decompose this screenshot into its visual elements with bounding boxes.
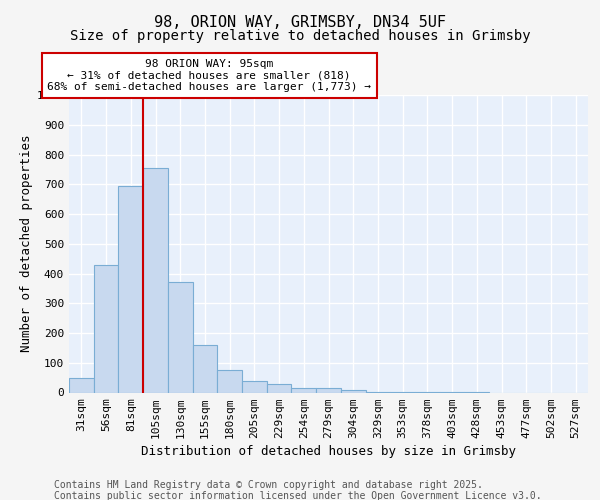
Text: Size of property relative to detached houses in Grimsby: Size of property relative to detached ho… (70, 29, 530, 43)
Bar (217, 370, 242, 392)
Bar (292, 388, 316, 392)
Bar (168, 282, 193, 393)
Bar (94, 264, 118, 392)
Text: Contains HM Land Registry data © Crown copyright and database right 2025.: Contains HM Land Registry data © Crown c… (54, 480, 483, 490)
Bar (118, 186, 143, 392)
Bar (193, 345, 217, 393)
Bar (242, 381, 267, 392)
Bar (143, 168, 168, 392)
Bar (267, 384, 292, 392)
Text: 98, ORION WAY, GRIMSBY, DN34 5UF: 98, ORION WAY, GRIMSBY, DN34 5UF (154, 15, 446, 30)
Text: Contains public sector information licensed under the Open Government Licence v3: Contains public sector information licen… (54, 491, 542, 500)
Bar (316, 388, 341, 392)
Bar (341, 390, 365, 392)
Y-axis label: Number of detached properties: Number of detached properties (20, 135, 33, 352)
Text: 98 ORION WAY: 95sqm
← 31% of detached houses are smaller (818)
68% of semi-detac: 98 ORION WAY: 95sqm ← 31% of detached ho… (47, 59, 371, 92)
Bar (69, 378, 94, 392)
X-axis label: Distribution of detached houses by size in Grimsby: Distribution of detached houses by size … (141, 445, 516, 458)
